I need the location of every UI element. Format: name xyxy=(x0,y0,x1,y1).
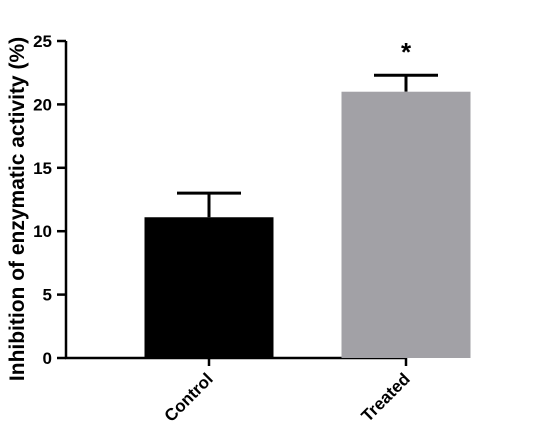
bar-control xyxy=(144,217,274,358)
y-axis: 0 5 10 15 20 25 xyxy=(33,32,68,368)
y-tick-label: 15 xyxy=(33,159,52,178)
y-tick-label: 25 xyxy=(33,32,52,51)
y-tick-label: 10 xyxy=(33,222,52,241)
x-tick-label-treated: Treated xyxy=(358,369,414,425)
bar-treated xyxy=(341,91,471,358)
y-tick-label: 0 xyxy=(43,349,52,368)
y-axis-title: Inhibition of enzymatic activity (%) xyxy=(6,37,29,381)
significance-marker: * xyxy=(401,37,412,67)
labels: * xyxy=(401,37,412,67)
y-tick-label: 20 xyxy=(33,95,52,114)
y-tick-label: 5 xyxy=(43,286,52,305)
x-axis: Control Treated xyxy=(65,356,414,426)
x-tick-label-control: Control xyxy=(161,369,217,425)
bars xyxy=(144,73,471,358)
